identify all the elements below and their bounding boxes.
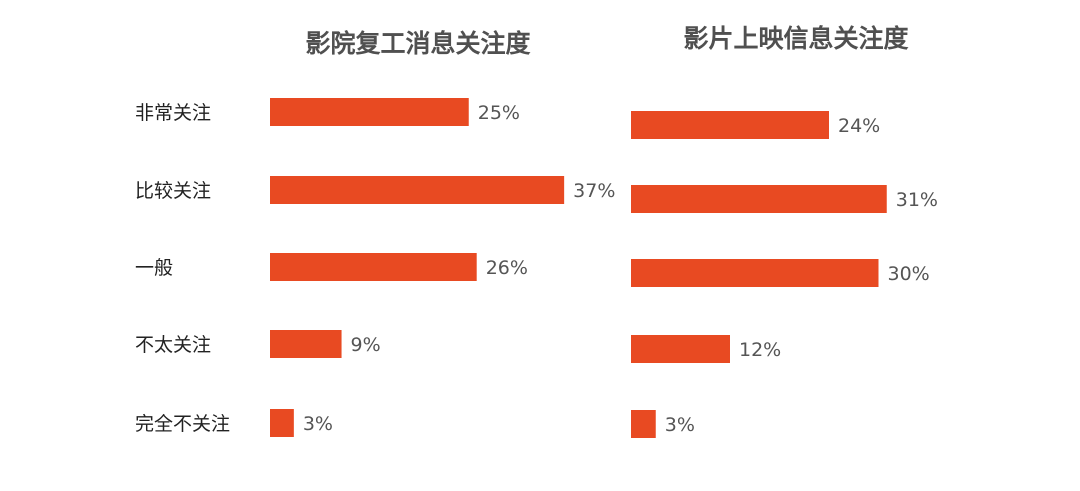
category-label: 非常关注 (135, 102, 211, 124)
bar (631, 111, 829, 139)
bar (631, 259, 879, 287)
bar (631, 185, 887, 213)
category-label: 一般 (135, 257, 173, 279)
value-label: 25% (478, 102, 520, 124)
value-label: 3% (665, 414, 695, 436)
category-label: 不太关注 (135, 334, 211, 356)
bar (270, 176, 565, 204)
value-label: 3% (303, 413, 333, 435)
right-chart-title: 影片上映信息关注度 (683, 24, 908, 53)
value-label: 26% (486, 257, 528, 279)
bar (270, 330, 342, 358)
bar (270, 98, 469, 126)
value-label: 24% (838, 115, 880, 137)
value-label: 37% (573, 180, 615, 202)
category-label: 比较关注 (135, 180, 211, 202)
bar (270, 253, 477, 281)
value-label: 12% (739, 339, 781, 361)
value-label: 9% (351, 334, 381, 356)
bar (270, 409, 294, 437)
value-label: 30% (888, 263, 930, 285)
bar (631, 410, 656, 438)
bar (631, 335, 730, 363)
left-chart-title: 影院复工消息关注度 (305, 29, 530, 58)
category-label: 完全不关注 (135, 413, 230, 435)
value-label: 31% (896, 189, 938, 211)
